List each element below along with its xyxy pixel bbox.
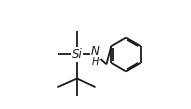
Text: Si: Si	[72, 48, 82, 61]
Text: H: H	[92, 57, 99, 67]
Text: N: N	[91, 45, 100, 58]
